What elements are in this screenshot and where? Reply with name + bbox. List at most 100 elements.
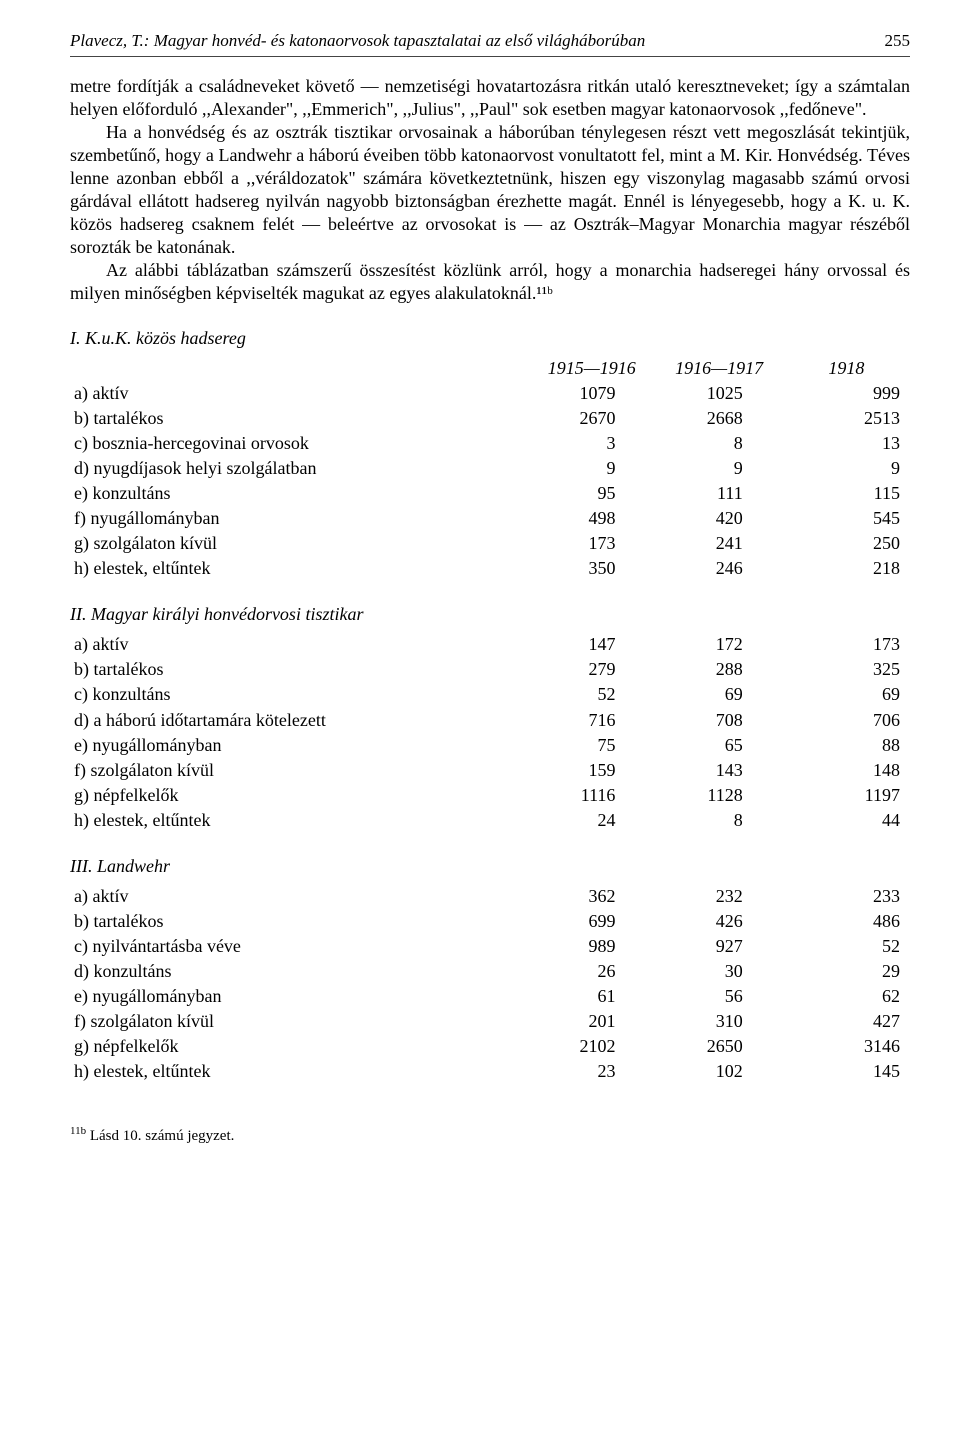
row-val-2: 9	[655, 456, 782, 481]
running-header: Plavecz, T.: Magyar honvéd- és katonaorv…	[70, 30, 910, 52]
table-row: f) szolgálaton kívül201310427	[70, 1009, 910, 1034]
table-row: d) a háború időtartamára kötelezett71670…	[70, 708, 910, 733]
body-paragraph-1: metre fordítják a családneveket követő —…	[70, 75, 910, 121]
row-val-3: 62	[783, 984, 910, 1009]
row-val-3: 29	[783, 959, 910, 984]
row-label: b) tartalékos	[70, 657, 528, 682]
table-row: b) tartalékos279288325	[70, 657, 910, 682]
row-label: g) népfelkelők	[70, 1034, 528, 1059]
row-val-1: 699	[528, 909, 655, 934]
row-val-3: 44	[783, 808, 910, 833]
row-val-3: 173	[783, 632, 910, 657]
row-label: c) bosznia-hercegovinai orvosok	[70, 431, 528, 456]
row-val-2: 2668	[655, 406, 782, 431]
row-val-1: 95	[528, 481, 655, 506]
row-label: f) szolgálaton kívül	[70, 758, 528, 783]
row-val-3: 325	[783, 657, 910, 682]
row-label: d) nyugdíjasok helyi szolgálatban	[70, 456, 528, 481]
header-rule	[70, 56, 910, 57]
period-col-3: 1918	[783, 356, 910, 381]
running-title: Plavecz, T.: Magyar honvéd- és katonaorv…	[70, 30, 645, 52]
row-val-2: 69	[655, 682, 782, 707]
row-label: b) tartalékos	[70, 406, 528, 431]
row-val-2: 426	[655, 909, 782, 934]
row-val-2: 65	[655, 733, 782, 758]
row-val-2: 1128	[655, 783, 782, 808]
table-row: d) konzultáns263029	[70, 959, 910, 984]
row-val-2: 143	[655, 758, 782, 783]
row-val-3: 706	[783, 708, 910, 733]
header-spacer	[70, 356, 528, 381]
body-paragraph-2: Ha a honvédség és az osztrák tisztikar o…	[70, 121, 910, 259]
table-row: h) elestek, eltűntek350246218	[70, 556, 910, 581]
table-row: a) aktív147172173	[70, 632, 910, 657]
row-val-2: 288	[655, 657, 782, 682]
page-number: 255	[885, 30, 911, 52]
period-col-1: 1915—1916	[528, 356, 655, 381]
section-1-body: a) aktív10791025999b) tartalékos26702668…	[70, 381, 910, 581]
row-val-2: 1025	[655, 381, 782, 406]
footnote-marker: 11b	[70, 1125, 86, 1137]
section-3-title: III. Landwehr	[70, 855, 910, 878]
body-paragraph-3: Az alábbi táblázatban számszerű összesít…	[70, 259, 910, 305]
row-val-2: 927	[655, 934, 782, 959]
row-label: f) nyugállományban	[70, 506, 528, 531]
row-val-1: 75	[528, 733, 655, 758]
row-val-3: 250	[783, 531, 910, 556]
row-val-2: 8	[655, 808, 782, 833]
row-label: g) népfelkelők	[70, 783, 528, 808]
section-2-body: a) aktív147172173b) tartalékos279288325c…	[70, 632, 910, 832]
row-val-1: 61	[528, 984, 655, 1009]
row-val-3: 2513	[783, 406, 910, 431]
row-label: h) elestek, eltűntek	[70, 556, 528, 581]
section-3-body: a) aktív362232233b) tartalékos699426486c…	[70, 884, 910, 1084]
row-val-3: 145	[783, 1059, 910, 1084]
row-val-2: 8	[655, 431, 782, 456]
section-1-table: 1915—1916 1916—1917 1918 a) aktív1079102…	[70, 356, 910, 581]
table-row: b) tartalékos267026682513	[70, 406, 910, 431]
table-row: c) bosznia-hercegovinai orvosok3813	[70, 431, 910, 456]
table-row: e) nyugállományban756588	[70, 733, 910, 758]
row-val-2: 420	[655, 506, 782, 531]
row-label: g) szolgálaton kívül	[70, 531, 528, 556]
table-row: d) nyugdíjasok helyi szolgálatban999	[70, 456, 910, 481]
row-val-3: 545	[783, 506, 910, 531]
row-val-3: 233	[783, 884, 910, 909]
row-val-3: 52	[783, 934, 910, 959]
table-row: b) tartalékos699426486	[70, 909, 910, 934]
row-val-2: 246	[655, 556, 782, 581]
row-val-1: 173	[528, 531, 655, 556]
footnote: 11b Lásd 10. számú jegyzet.	[70, 1124, 910, 1146]
row-val-1: 201	[528, 1009, 655, 1034]
footnote-text: Lásd 10. számú jegyzet.	[90, 1128, 235, 1144]
row-label: a) aktív	[70, 381, 528, 406]
row-val-1: 716	[528, 708, 655, 733]
row-val-3: 115	[783, 481, 910, 506]
table-row: g) szolgálaton kívül173241250	[70, 531, 910, 556]
row-val-3: 427	[783, 1009, 910, 1034]
table-row: f) szolgálaton kívül159143148	[70, 758, 910, 783]
row-val-1: 23	[528, 1059, 655, 1084]
row-label: a) aktív	[70, 884, 528, 909]
row-val-1: 3	[528, 431, 655, 456]
row-label: e) nyugállományban	[70, 733, 528, 758]
section-2-table: a) aktív147172173b) tartalékos279288325c…	[70, 632, 910, 832]
row-label: f) szolgálaton kívül	[70, 1009, 528, 1034]
row-val-3: 999	[783, 381, 910, 406]
table-row: g) népfelkelők210226503146	[70, 1034, 910, 1059]
table-row: c) nyilvántartásba véve98992752	[70, 934, 910, 959]
row-val-3: 218	[783, 556, 910, 581]
row-val-2: 172	[655, 632, 782, 657]
row-val-3: 1197	[783, 783, 910, 808]
section-1-title: I. K.u.K. közös hadsereg	[70, 327, 910, 350]
row-val-1: 279	[528, 657, 655, 682]
section-3-table: a) aktív362232233b) tartalékos699426486c…	[70, 884, 910, 1084]
row-label: e) konzultáns	[70, 481, 528, 506]
row-label: c) konzultáns	[70, 682, 528, 707]
row-val-2: 56	[655, 984, 782, 1009]
section-2-title: II. Magyar királyi honvédorvosi tisztika…	[70, 603, 910, 626]
row-val-2: 2650	[655, 1034, 782, 1059]
table-row: h) elestek, eltűntek23102145	[70, 1059, 910, 1084]
row-label: e) nyugállományban	[70, 984, 528, 1009]
table-row: c) konzultáns526969	[70, 682, 910, 707]
